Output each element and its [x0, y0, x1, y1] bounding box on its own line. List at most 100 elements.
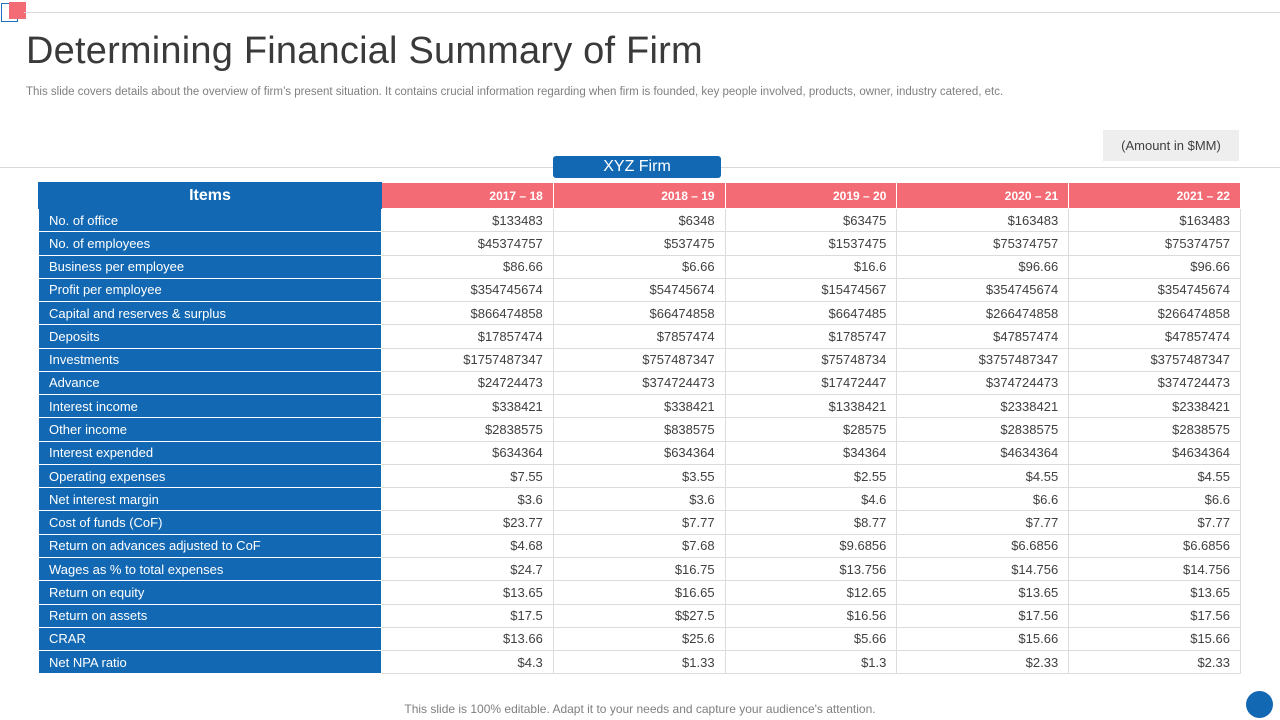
row-value-cell: $8.77 — [725, 511, 897, 534]
table-row: Investments $1757487347 $757487347 $7574873… — [39, 348, 1241, 371]
row-value-cell: $7857474 — [553, 325, 725, 348]
row-value-cell: $13.65 — [382, 581, 554, 604]
row-value-cell: $757487347 — [553, 348, 725, 371]
row-value-cell: $75374757 — [897, 232, 1069, 255]
firm-name-label: XYZ Firm — [553, 156, 721, 178]
row-value-cell: $75748734 — [725, 348, 897, 371]
row-value-cell: $47857474 — [1069, 325, 1241, 348]
year-column-header: 2021 – 22 — [1069, 183, 1241, 209]
year-column-header: 2020 – 21 — [897, 183, 1069, 209]
row-value-cell: $3757487347 — [1069, 348, 1241, 371]
row-value-cell: $266474858 — [897, 302, 1069, 325]
row-value-cell: $6.66 — [553, 255, 725, 278]
row-value-cell: $1785747 — [725, 325, 897, 348]
row-value-cell: $354745674 — [897, 278, 1069, 301]
table-row: CRAR $13.66 $25.6 $5.66 $15.66 $15.66 — [39, 627, 1241, 650]
row-value-cell: $16.75 — [553, 557, 725, 580]
page-title: Determining Financial Summary of Firm — [26, 30, 703, 73]
table-row: Advance $24724473 $374724473 $17472447 $3747… — [39, 371, 1241, 394]
top-divider — [24, 12, 1280, 13]
row-value-cell: $2838575 — [382, 418, 554, 441]
row-value-cell: $6.6856 — [1069, 534, 1241, 557]
corner-dot — [1246, 691, 1273, 718]
row-value-cell: $17.5 — [382, 604, 554, 627]
row-value-cell: $15474567 — [725, 278, 897, 301]
table-row: Business per employee $86.66 $6.66 $16.6 $96… — [39, 255, 1241, 278]
row-value-cell: $338421 — [382, 395, 554, 418]
row-value-cell: $374724473 — [897, 371, 1069, 394]
year-column-header: 2019 – 20 — [725, 183, 897, 209]
table-body: No. of office $133483 $6348 $63475 $163483 $1… — [39, 209, 1241, 674]
row-value-cell: $3.6 — [553, 488, 725, 511]
year-column-header: 2018 – 19 — [553, 183, 725, 209]
row-value-cell: $354745674 — [1069, 278, 1241, 301]
row-value-cell: $7.77 — [553, 511, 725, 534]
row-item-label: Net NPA ratio — [39, 651, 382, 674]
amount-unit-badge: (Amount in $MM) — [1103, 130, 1239, 161]
row-value-cell: $14.756 — [1069, 557, 1241, 580]
row-value-cell: $15.66 — [1069, 627, 1241, 650]
row-value-cell: $5.66 — [725, 627, 897, 650]
row-value-cell: $16.6 — [725, 255, 897, 278]
table-row: Wages as % to total expenses $24.7 $16.75 $… — [39, 557, 1241, 580]
row-value-cell: $6.6 — [897, 488, 1069, 511]
row-item-label: Deposits — [39, 325, 382, 348]
row-value-cell: $17472447 — [725, 371, 897, 394]
row-value-cell: $6.6 — [1069, 488, 1241, 511]
row-item-label: Cost of funds (CoF) — [39, 511, 382, 534]
row-value-cell: $66474858 — [553, 302, 725, 325]
row-value-cell: $63475 — [725, 209, 897, 232]
row-value-cell: $2338421 — [1069, 395, 1241, 418]
row-value-cell: $4.68 — [382, 534, 554, 557]
row-item-label: Capital and reserves & surplus — [39, 302, 382, 325]
row-value-cell: $86.66 — [382, 255, 554, 278]
row-value-cell: $3757487347 — [897, 348, 1069, 371]
row-item-label: Interest expended — [39, 441, 382, 464]
row-value-cell: $24.7 — [382, 557, 554, 580]
row-value-cell: $45374757 — [382, 232, 554, 255]
row-item-label: CRAR — [39, 627, 382, 650]
row-value-cell: $634364 — [553, 441, 725, 464]
table-row: Profit per employee $354745674 $54745674 $1… — [39, 278, 1241, 301]
row-item-label: Profit per employee — [39, 278, 382, 301]
row-value-cell: $4634364 — [1069, 441, 1241, 464]
row-item-label: Business per employee — [39, 255, 382, 278]
row-value-cell: $96.66 — [897, 255, 1069, 278]
footer-note: This slide is 100% editable. Adapt it to… — [0, 702, 1280, 716]
items-column-header: Items — [39, 183, 382, 209]
row-value-cell: $1.33 — [553, 651, 725, 674]
row-value-cell: $14.756 — [897, 557, 1069, 580]
row-value-cell: $2.33 — [897, 651, 1069, 674]
row-value-cell: $1338421 — [725, 395, 897, 418]
row-value-cell: $1537475 — [725, 232, 897, 255]
row-value-cell: $4.55 — [897, 464, 1069, 487]
row-value-cell: $13.66 — [382, 627, 554, 650]
row-value-cell: $338421 — [553, 395, 725, 418]
row-value-cell: $2338421 — [897, 395, 1069, 418]
row-value-cell: $17857474 — [382, 325, 554, 348]
row-value-cell: $7.77 — [1069, 511, 1241, 534]
row-value-cell: $133483 — [382, 209, 554, 232]
row-value-cell: $6.6856 — [897, 534, 1069, 557]
row-value-cell: $7.77 — [897, 511, 1069, 534]
row-value-cell: $163483 — [897, 209, 1069, 232]
row-value-cell: $12.65 — [725, 581, 897, 604]
table-header-row: Items 2017 – 18 2018 – 19 2019 – 20 2020… — [39, 183, 1241, 209]
row-value-cell: $838575 — [553, 418, 725, 441]
row-value-cell: $23.77 — [382, 511, 554, 534]
row-value-cell: $16.65 — [553, 581, 725, 604]
row-value-cell: $4.55 — [1069, 464, 1241, 487]
row-value-cell: $7.68 — [553, 534, 725, 557]
row-value-cell: $2.33 — [1069, 651, 1241, 674]
row-value-cell: $7.55 — [382, 464, 554, 487]
row-value-cell: $537475 — [553, 232, 725, 255]
row-value-cell: $866474858 — [382, 302, 554, 325]
table-row: Net interest margin $3.6 $3.6 $4.6 $6.6 $6.6 — [39, 488, 1241, 511]
row-item-label: Investments — [39, 348, 382, 371]
row-value-cell: $$27.5 — [553, 604, 725, 627]
year-column-header: 2017 – 18 — [382, 183, 554, 209]
slide-subtitle: This slide covers details about the over… — [26, 86, 1003, 98]
row-value-cell: $1757487347 — [382, 348, 554, 371]
row-item-label: Return on advances adjusted to CoF — [39, 534, 382, 557]
row-value-cell: $34364 — [725, 441, 897, 464]
